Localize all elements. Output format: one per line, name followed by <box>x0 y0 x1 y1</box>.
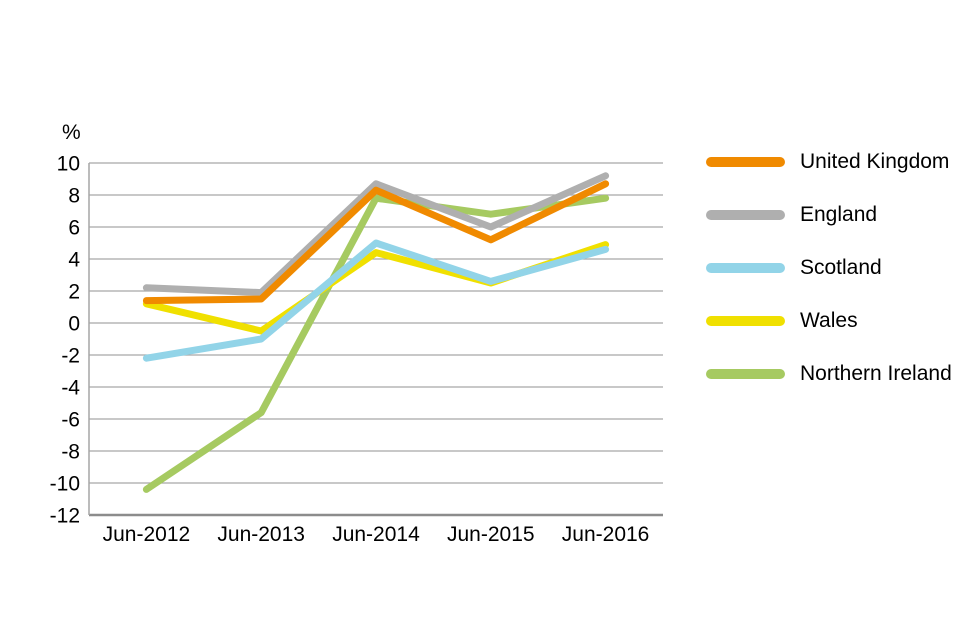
legend-swatch <box>706 156 785 167</box>
y-tick-label: -4 <box>61 376 80 399</box>
legend-swatch <box>706 315 785 326</box>
series-line-united-kingdom <box>142 180 610 305</box>
y-tick-label: 4 <box>68 248 80 271</box>
series-line-england <box>142 172 610 297</box>
legend: United Kingdom England Scotland Wales Northe… <box>706 135 952 400</box>
legend-label: Northern Ireland <box>800 361 952 385</box>
legend-label: Scotland <box>800 255 882 279</box>
legend-item: Northern Ireland <box>706 347 952 400</box>
x-tick-label: Jun-2015 <box>447 523 535 546</box>
y-tick-label: -2 <box>61 344 80 367</box>
x-tick-label: Jun-2012 <box>103 523 191 546</box>
legend-label: England <box>800 202 878 226</box>
legend-item: Wales <box>706 294 952 347</box>
legend-swatch <box>706 209 785 220</box>
x-tick-label: Jun-2016 <box>562 523 650 546</box>
x-tick-label: Jun-2014 <box>332 523 420 546</box>
y-tick-label: -8 <box>61 440 80 463</box>
legend-item: Scotland <box>706 241 952 294</box>
legend-label: United Kingdom <box>800 149 950 173</box>
series-line-scotland <box>142 239 610 362</box>
legend-swatch <box>706 368 785 379</box>
x-tick-label: Jun-2013 <box>217 523 305 546</box>
y-tick-label: -12 <box>50 504 80 527</box>
y-tick-label: 10 <box>57 152 80 175</box>
legend-label: Wales <box>800 308 858 332</box>
y-tick-label: 2 <box>68 280 80 303</box>
y-tick-label: 8 <box>68 184 80 207</box>
y-tick-label: -10 <box>50 472 80 495</box>
y-tick-label: 6 <box>68 216 80 239</box>
legend-swatch <box>706 262 785 273</box>
legend-item: England <box>706 188 952 241</box>
legend-item: United Kingdom <box>706 135 952 188</box>
y-axis-unit-label: % <box>62 121 81 144</box>
y-tick-label: -6 <box>61 408 80 431</box>
y-tick-label: 0 <box>68 312 80 335</box>
